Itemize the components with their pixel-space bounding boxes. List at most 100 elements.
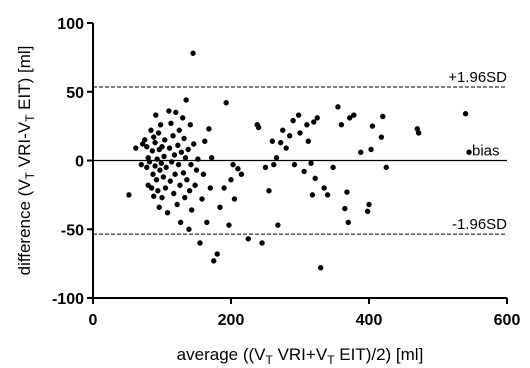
y-tick-label: 0 [75, 154, 84, 171]
data-point [280, 127, 286, 133]
data-point [180, 115, 186, 121]
data-point [187, 122, 193, 128]
data-point [202, 138, 208, 144]
data-point [235, 166, 241, 172]
data-point [177, 182, 183, 188]
data-point [283, 145, 289, 151]
data-point [309, 192, 316, 198]
data-point [195, 156, 201, 162]
y-axis-title: difference (VT VRI-VT EIT) [ml] [15, 46, 37, 276]
data-point [177, 219, 184, 226]
data-point [226, 222, 232, 228]
data-point [166, 108, 172, 114]
data-point [318, 265, 324, 271]
data-point [171, 190, 177, 197]
x-tick-label: 0 [89, 312, 98, 329]
data-point [245, 236, 251, 242]
data-point [138, 161, 144, 168]
data-point [151, 193, 157, 199]
data-point [168, 159, 175, 165]
data-point [144, 144, 150, 150]
data-point [174, 201, 180, 208]
data-point [163, 164, 169, 171]
data-point [162, 137, 168, 143]
data-point [291, 161, 298, 168]
data-point [297, 130, 303, 136]
data-point [273, 155, 280, 161]
data-point [182, 155, 189, 161]
data-point [193, 167, 200, 173]
data-point [173, 109, 179, 116]
data-point [151, 134, 157, 140]
x-tick-label: 400 [356, 312, 383, 329]
data-point [155, 188, 161, 194]
data-point [228, 177, 234, 183]
data-point [344, 189, 350, 195]
data-point [259, 240, 265, 246]
data-point [238, 171, 245, 177]
data-point [175, 142, 181, 149]
data-point [211, 258, 217, 264]
data-point [338, 122, 345, 128]
data-point [378, 134, 385, 140]
data-point [346, 115, 353, 121]
y-tick-label: 100 [57, 16, 84, 33]
data-point [153, 112, 159, 118]
reference-line-label: bias [472, 143, 500, 160]
data-point [149, 148, 156, 154]
data-point [415, 130, 422, 136]
data-point [301, 168, 307, 175]
data-point [221, 185, 227, 191]
data-point [364, 208, 371, 215]
data-point [167, 178, 173, 184]
data-point [153, 177, 160, 183]
data-point [181, 135, 187, 142]
data-point [157, 167, 163, 173]
data-point [180, 170, 187, 176]
data-point [156, 204, 162, 210]
data-point [308, 160, 314, 166]
data-point [175, 161, 182, 168]
data-point [380, 113, 386, 120]
data-point [154, 156, 160, 162]
reference-line-label: -1.96SD [452, 216, 507, 233]
data-point [269, 138, 276, 144]
data-point [185, 146, 191, 153]
data-point [414, 126, 420, 132]
data-point [217, 204, 223, 210]
data-point [171, 152, 178, 158]
data-point [271, 161, 277, 168]
data-point [314, 115, 320, 121]
data-point [275, 222, 281, 228]
reference-line-label: +1.96SD [448, 69, 507, 86]
data-point [166, 145, 173, 151]
data-point [162, 185, 169, 191]
data-point [170, 133, 176, 139]
data-point [186, 188, 193, 194]
data-point [255, 124, 262, 131]
data-point [197, 240, 203, 246]
x-tick-label: 600 [494, 312, 521, 329]
data-point [155, 130, 162, 136]
data-point [383, 164, 389, 171]
data-point [186, 226, 192, 232]
data-point [324, 192, 331, 198]
data-point [311, 119, 317, 125]
data-point [335, 104, 341, 110]
data-point [172, 171, 178, 177]
data-point [369, 123, 376, 129]
data-point [305, 138, 311, 144]
data-point [146, 159, 153, 165]
data-point [148, 185, 155, 191]
data-point [184, 177, 190, 183]
y-tick-label: -100 [52, 291, 84, 308]
data-point [262, 164, 269, 171]
y-tick-label: -50 [61, 222, 84, 239]
data-point [161, 153, 167, 160]
data-point [160, 174, 167, 180]
data-point [176, 127, 182, 133]
data-point [204, 219, 210, 226]
data-point [164, 210, 171, 216]
data-point [277, 139, 284, 146]
